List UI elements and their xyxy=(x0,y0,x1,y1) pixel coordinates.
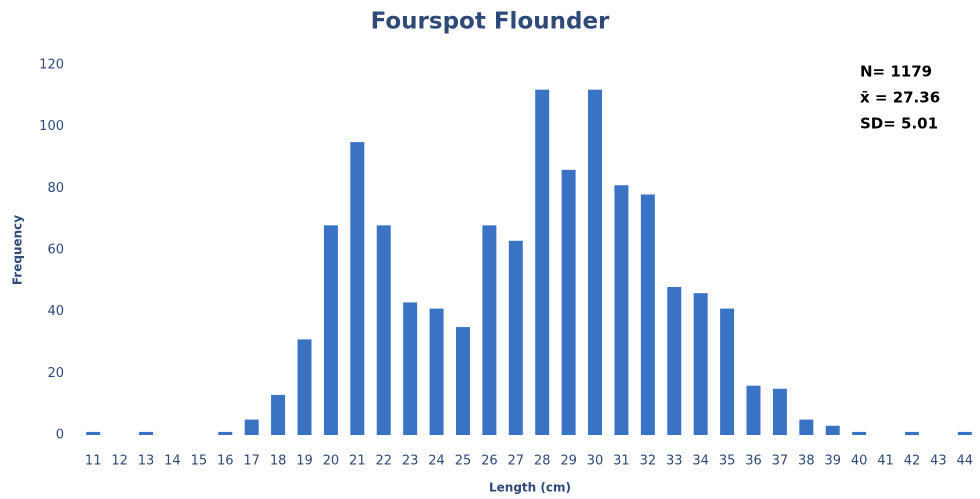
x-tick-label: 19 xyxy=(296,454,313,469)
x-tick-label: 30 xyxy=(587,454,604,469)
bar xyxy=(640,194,655,435)
y-tick-label: 100 xyxy=(39,119,64,134)
y-tick-label: 80 xyxy=(47,181,64,196)
x-tick-label: 18 xyxy=(270,454,287,469)
x-tick-label: 31 xyxy=(613,454,630,469)
bar xyxy=(508,240,523,435)
x-tick-label: 15 xyxy=(191,454,208,469)
x-tick-label: 24 xyxy=(428,454,445,469)
bar xyxy=(667,287,682,435)
annotation: x̄ = 27.36 xyxy=(860,89,940,107)
x-tick-label: 11 xyxy=(85,454,102,469)
y-axis-label: Frequency xyxy=(11,215,25,285)
x-axis-label: Length (cm) xyxy=(489,481,571,495)
bar xyxy=(614,185,629,435)
x-tick-label: 22 xyxy=(375,454,392,469)
x-tick-label: 26 xyxy=(481,454,498,469)
bar xyxy=(271,394,286,435)
x-tick-label: 38 xyxy=(798,454,815,469)
x-tick-label: 40 xyxy=(851,454,868,469)
x-tick-label: 35 xyxy=(719,454,736,469)
y-tick-label: 40 xyxy=(47,304,64,319)
bar xyxy=(904,431,919,435)
x-tick-label: 32 xyxy=(640,454,657,469)
x-tick-label: 36 xyxy=(745,454,762,469)
annotation: SD= 5.01 xyxy=(860,115,938,133)
bar xyxy=(376,225,391,435)
bar xyxy=(957,431,972,435)
bar xyxy=(139,431,154,435)
x-tick-label: 14 xyxy=(164,454,181,469)
y-tick-label: 0 xyxy=(56,428,64,443)
bar xyxy=(535,89,550,436)
y-tick-label: 60 xyxy=(47,243,64,258)
bar xyxy=(588,89,603,436)
x-tick-label: 33 xyxy=(666,454,683,469)
x-tick-label: 25 xyxy=(455,454,472,469)
bar xyxy=(799,419,814,435)
bar xyxy=(482,225,497,435)
annotation: N= 1179 xyxy=(860,63,932,81)
x-tick-label: 20 xyxy=(323,454,340,469)
bar xyxy=(323,225,338,435)
y-tick-label: 120 xyxy=(39,58,64,73)
y-tick-label: 20 xyxy=(47,366,64,381)
x-tick-label: 17 xyxy=(243,454,260,469)
bar xyxy=(86,431,101,435)
bar xyxy=(403,302,418,435)
bar xyxy=(350,142,365,436)
x-tick-label: 23 xyxy=(402,454,419,469)
x-tick-label: 43 xyxy=(930,454,947,469)
bar xyxy=(297,339,312,435)
bar xyxy=(244,419,259,435)
bar xyxy=(720,308,735,435)
x-tick-label: 39 xyxy=(824,454,841,469)
x-tick-label: 29 xyxy=(560,454,577,469)
x-tick-label: 27 xyxy=(508,454,525,469)
x-tick-label: 37 xyxy=(772,454,789,469)
x-tick-label: 42 xyxy=(904,454,921,469)
bar xyxy=(772,388,787,435)
x-tick-label: 16 xyxy=(217,454,234,469)
bar xyxy=(693,293,708,435)
x-tick-label: 44 xyxy=(957,454,974,469)
bar xyxy=(825,425,840,435)
chart-title: Fourspot Flounder xyxy=(371,9,610,35)
x-tick-label: 21 xyxy=(349,454,366,469)
bar xyxy=(746,385,761,435)
x-tick-label: 13 xyxy=(138,454,155,469)
bar xyxy=(852,431,867,435)
x-tick-label: 34 xyxy=(692,454,709,469)
x-tick-label: 12 xyxy=(111,454,128,469)
x-tick-label: 28 xyxy=(534,454,551,469)
bar xyxy=(561,169,576,436)
bar xyxy=(218,431,233,435)
bar xyxy=(429,308,444,435)
bar xyxy=(455,327,470,435)
x-tick-label: 41 xyxy=(877,454,894,469)
